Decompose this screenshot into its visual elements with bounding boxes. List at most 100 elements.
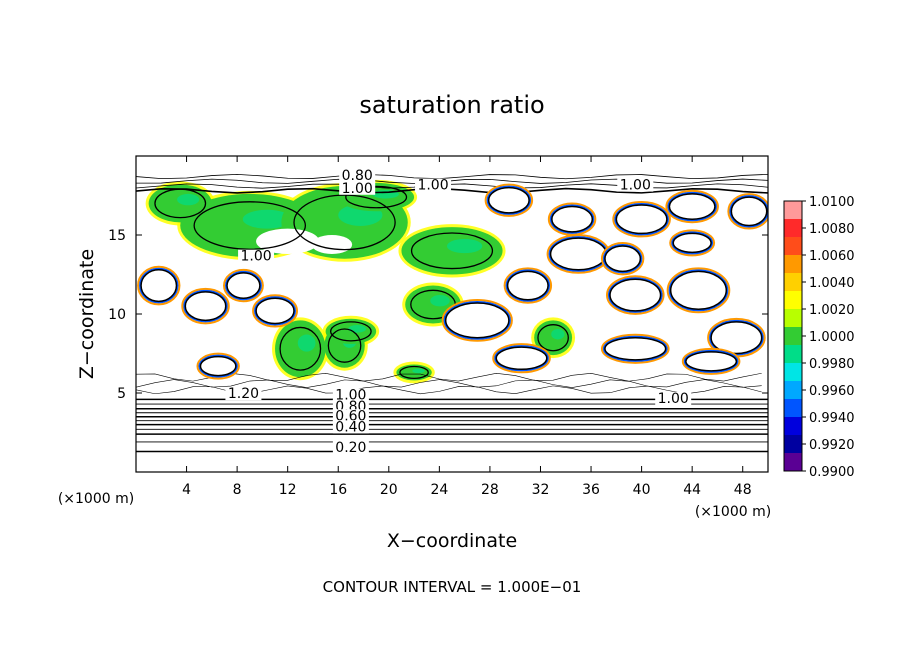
colorbar-label: 0.9920 <box>809 438 855 453</box>
x-tick-label: 20 <box>380 482 398 498</box>
dry-cell-fringe-cool <box>602 244 643 274</box>
contour-label: 1.20 <box>228 386 259 402</box>
x-unit-right: (×1000 m) <box>695 504 771 520</box>
dry-cell-fringe-cool <box>225 270 262 301</box>
dry-cell <box>730 196 768 227</box>
dry-cell-fringe-warm <box>727 193 768 230</box>
moist-region-core <box>551 329 565 340</box>
y-tick-label: 15 <box>108 228 126 244</box>
colorbar-swatch <box>784 201 802 220</box>
x-tick-label: 8 <box>233 482 242 498</box>
dry-cell-fringe-cool <box>505 269 551 302</box>
contour-label-backdrop <box>225 387 262 401</box>
dry-cell-fringe-warm <box>223 268 264 303</box>
x-tick-label: 36 <box>582 482 600 498</box>
dry-cell <box>487 186 530 214</box>
colorbar-label: 1.0100 <box>809 195 855 210</box>
dry-cell-fringe-warm <box>600 242 645 276</box>
wavy-contour-line <box>136 379 762 388</box>
dry-cell-fringe-cool <box>198 354 238 378</box>
dry-cell <box>255 297 295 325</box>
dry-cell-fringe-warm <box>665 189 719 224</box>
dry-cell <box>184 291 227 322</box>
contour-label-backdrop <box>332 388 369 402</box>
contour-label-backdrop <box>332 409 369 423</box>
dry-cell-fringe-warm <box>547 202 597 236</box>
colorbar-swatch <box>784 309 802 328</box>
dry-cell-fringe-cool <box>614 202 669 236</box>
dry-cell-fringe-warm <box>600 333 670 364</box>
moist-contour <box>537 324 569 352</box>
colorbar-label: 1.0080 <box>809 222 855 237</box>
dry-cell <box>551 205 594 233</box>
moist-region-core <box>297 334 316 352</box>
colorbar-swatch <box>784 417 802 436</box>
dry-cell-fringe-cool <box>671 231 714 255</box>
x-tick-label: 24 <box>430 482 448 498</box>
colorbar-swatch <box>784 345 802 364</box>
dry-cell-fringe-cool <box>254 296 297 326</box>
dry-cell <box>609 278 662 312</box>
colorbar-swatch <box>784 273 802 292</box>
colorbar-swatch <box>784 237 802 256</box>
dry-cell-fringe-warm <box>196 352 240 380</box>
contour-label-backdrop <box>415 178 452 192</box>
x-unit-left: (×1000 m) <box>58 491 134 507</box>
y-axis-label: Z−coordinate <box>76 249 98 379</box>
colorbar-swatch <box>784 327 802 346</box>
dry-cell <box>506 270 549 301</box>
moist-contour <box>279 326 322 371</box>
moist-region-core <box>177 193 200 206</box>
x-axis-ticks: 4 8 12 16 20 24 28 32 36 40 44 48 <box>182 156 752 498</box>
x-tick-label: 4 <box>182 482 191 498</box>
contour-label-backdrop <box>332 420 369 434</box>
moist-contour <box>327 328 362 363</box>
colorbar-label: 0.9940 <box>809 411 855 426</box>
dry-cell-fringe-warm <box>137 265 181 306</box>
x-tick-label: 48 <box>734 482 752 498</box>
gap-region <box>334 261 406 297</box>
x-axis-label: X−coordinate <box>387 530 517 552</box>
colorbar-swatch <box>784 363 802 382</box>
contour-label: 0.20 <box>335 440 366 456</box>
dry-cell <box>140 269 178 303</box>
colorbar-label: 1.0060 <box>809 249 855 264</box>
colorbar-swatch <box>784 435 802 454</box>
dry-cell <box>604 245 642 273</box>
contour-lines <box>136 173 768 453</box>
dry-cell-fringe-cool <box>139 267 179 304</box>
y-tick-label: 5 <box>117 386 126 402</box>
contour-label: 0.60 <box>335 408 366 424</box>
dry-cell-fringe-warm <box>606 275 665 315</box>
dry-cell <box>615 204 668 235</box>
gap-region <box>311 235 353 254</box>
dry-cell <box>672 232 712 254</box>
dry-cell-fringe-cool <box>608 277 663 313</box>
dry-cell-fringe-warm <box>503 267 553 304</box>
contour-label: 1.00 <box>658 391 689 407</box>
x-tick-label: 40 <box>633 482 651 498</box>
contour-label-backdrop <box>339 181 376 195</box>
colorbar-swatch <box>784 399 802 418</box>
dry-cell <box>495 346 548 371</box>
moist-contour <box>154 188 207 219</box>
moist-contour <box>399 365 429 380</box>
contour-label: 1.00 <box>335 388 366 404</box>
moist-region-core <box>412 368 425 374</box>
colorbar-label: 0.9980 <box>809 357 855 372</box>
dry-cell <box>199 355 237 377</box>
contour-label: 1.00 <box>240 249 271 265</box>
colorbar: 1.0100 1.0080 1.0060 1.0040 1.0020 1.0000 0.99… <box>783 195 855 480</box>
dry-cell-fringe-warm <box>681 347 741 375</box>
y-axis-ticks: 5 10 15 <box>108 228 768 402</box>
dry-cell <box>685 351 738 372</box>
dry-cell <box>668 193 716 220</box>
dry-cell-fringe-cool <box>602 335 668 362</box>
dry-cell-fringe-cool <box>183 289 228 323</box>
contour-label-backdrop <box>238 249 275 263</box>
contour-interval-note: CONTOUR INTERVAL = 1.000E−01 <box>323 578 582 596</box>
gap-region <box>275 266 326 289</box>
dry-cell <box>549 237 607 271</box>
moist-contour <box>330 321 372 342</box>
moist-region-core <box>446 238 483 254</box>
